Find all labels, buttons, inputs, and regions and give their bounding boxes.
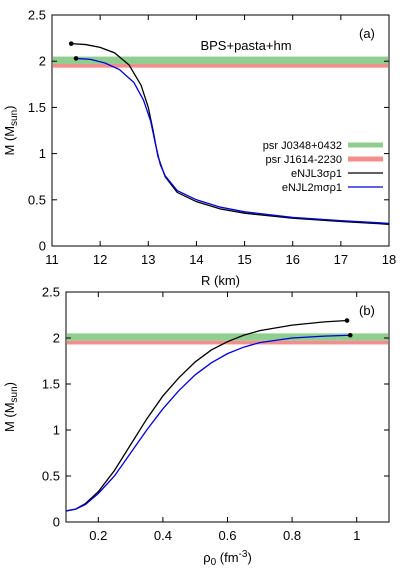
y-axis-label-main: M (M bbox=[2, 126, 17, 156]
y-tick-label: 1.5 bbox=[28, 100, 46, 115]
panel-a: 11 12 13 14 15 16 17 18 0 0.5 1 1.5 2 2.5 (a) M (Msun) R… bbox=[2, 8, 396, 289]
series-line-enjl2m bbox=[66, 334, 351, 512]
panel-label: (a) bbox=[359, 26, 375, 41]
x-tick-label: 0.6 bbox=[218, 528, 236, 543]
annotation: BPS+pasta+hm bbox=[200, 38, 291, 53]
x-tick-label: 15 bbox=[237, 252, 251, 267]
y-axis-label-end: ) bbox=[2, 105, 17, 109]
legend-enjl2m-label: eNJL2mσρ1 bbox=[282, 182, 342, 194]
y-tick-label: 2 bbox=[53, 331, 60, 346]
x-tick-label: 0.2 bbox=[89, 528, 107, 543]
plot-frame bbox=[51, 14, 390, 247]
y-axis-label-end: ) bbox=[2, 382, 17, 386]
plot-frame bbox=[65, 291, 390, 523]
x-tick-label: 17 bbox=[334, 252, 348, 267]
legend-psr-j0348-label: psr J0348+0432 bbox=[263, 140, 342, 152]
band-psr-j1614 bbox=[67, 340, 388, 345]
y-tick-label: 0 bbox=[39, 239, 46, 254]
max-point-enjl2m bbox=[73, 56, 79, 61]
panel-b: 0.2 0.4 0.6 0.8 100.511.522.5(b)M (Msun)ρ0 (… bbox=[2, 285, 390, 568]
series-line-enjl2m bbox=[76, 57, 389, 225]
x-axis-label: ρ0 (fm-3) bbox=[203, 549, 252, 568]
x-axis-label-sup: -3 bbox=[239, 549, 248, 560]
x-tick-label: 14 bbox=[189, 252, 203, 267]
x-tick-label: 13 bbox=[141, 252, 155, 267]
x-tick-label: 0.4 bbox=[154, 528, 172, 543]
x-tick-label: 18 bbox=[382, 252, 396, 267]
x-tick-label: 12 bbox=[93, 252, 107, 267]
x-tick-label: 0.8 bbox=[283, 528, 301, 543]
x-tick-label: 1 bbox=[353, 528, 360, 543]
max-point-enjl2m bbox=[347, 332, 353, 338]
y-axis-label-main: M (M bbox=[2, 402, 17, 432]
y-tick-label: 0.5 bbox=[28, 192, 46, 207]
y-tick-label: 1.5 bbox=[42, 377, 60, 392]
y-axis-label-sub: sun bbox=[9, 110, 20, 126]
max-point-enjl3 bbox=[344, 318, 350, 323]
y-axis-label: M (Msun) bbox=[2, 105, 20, 155]
x-tick-label: 11 bbox=[45, 252, 59, 267]
y-tick-label: 1 bbox=[53, 423, 60, 438]
legend-psr-j1614-label: psr J1614-2230 bbox=[266, 154, 342, 166]
y-tick-label: 2.5 bbox=[42, 285, 60, 300]
y-tick-label: 0.5 bbox=[42, 469, 60, 484]
y-tick-label: 0 bbox=[53, 515, 60, 530]
y-axis-label: M (Msun) bbox=[2, 382, 20, 432]
y-tick-label: 1 bbox=[39, 146, 46, 161]
series-line-enjl3 bbox=[66, 319, 348, 512]
band-psr-j1614 bbox=[53, 63, 388, 68]
y-tick-label: 2.5 bbox=[28, 8, 46, 23]
x-axis-label: R (km) bbox=[201, 273, 240, 288]
x-tick-label: 16 bbox=[285, 252, 299, 267]
band-psr-j0348 bbox=[67, 333, 388, 341]
x-axis-label-main: ρ bbox=[203, 550, 210, 565]
x-axis-label-sub: 0 bbox=[211, 557, 217, 568]
x-axis-label-end: ) bbox=[247, 550, 251, 565]
legend-enjl3-label: eNJL3σρ1 bbox=[291, 168, 342, 180]
y-tick-label: 2 bbox=[39, 54, 46, 69]
x-axis-label-mid: (fm bbox=[216, 550, 238, 565]
y-axis-label-sub: sun bbox=[9, 386, 20, 402]
panel-label: (b) bbox=[359, 303, 375, 318]
band-psr-j0348 bbox=[53, 56, 388, 64]
series-line-enjl3 bbox=[71, 42, 389, 225]
max-point-enjl3 bbox=[68, 41, 74, 46]
